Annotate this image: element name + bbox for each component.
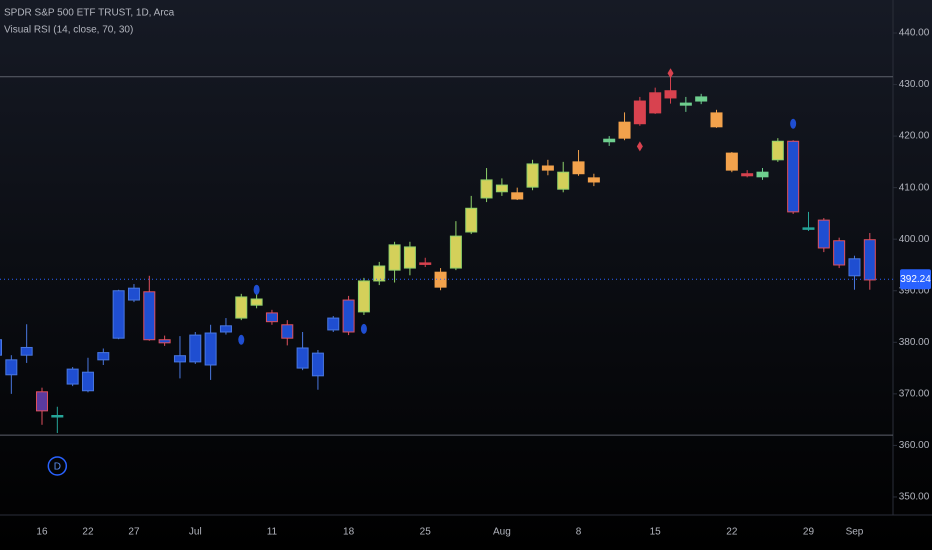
y-tick-label: 430.00	[899, 79, 930, 90]
candle-body	[296, 347, 309, 369]
signal-marker	[636, 141, 643, 152]
x-tick-label: 22	[726, 527, 738, 538]
y-tick-label: 390.00	[899, 285, 930, 296]
candle-body	[787, 140, 800, 213]
candle-body	[5, 359, 18, 376]
candle-body	[235, 296, 248, 319]
candle-body	[281, 324, 294, 339]
candle-body	[695, 96, 708, 102]
candle-body	[618, 121, 631, 139]
y-tick-label: 420.00	[899, 131, 930, 142]
candle-body	[495, 184, 508, 193]
chart-title: SPDR S&P 500 ETF TRUST, 1D, Arca	[4, 8, 175, 19]
candle-body	[802, 227, 815, 230]
x-tick-label: 27	[128, 527, 140, 538]
candle-body	[219, 325, 232, 333]
x-tick-label: Jul	[189, 527, 202, 538]
candle-body	[465, 207, 478, 233]
candle-body	[97, 352, 110, 361]
candle-body	[526, 163, 539, 188]
candle-body	[173, 355, 186, 363]
candle-body	[342, 299, 355, 333]
candle-body	[480, 179, 493, 199]
y-tick-label: 350.00	[899, 492, 930, 503]
candle-body	[265, 312, 278, 323]
candle-body	[403, 246, 416, 269]
candle-body	[327, 317, 340, 331]
candle-body	[51, 415, 64, 418]
candle-body	[710, 112, 723, 128]
candle-body	[127, 287, 140, 301]
x-tick-label: 25	[420, 527, 432, 538]
y-tick-label: 440.00	[899, 28, 930, 39]
x-tick-label: 22	[82, 527, 94, 538]
x-tick-label: Sep	[846, 527, 864, 538]
signal-marker	[790, 118, 797, 129]
event-badge	[47, 456, 68, 476]
event-label: D	[54, 462, 61, 473]
x-tick-label: 11	[267, 527, 278, 538]
y-tick-label: 410.00	[899, 182, 930, 193]
plot-area	[0, 68, 893, 436]
candle-body	[664, 90, 677, 99]
y-tick-label: 400.00	[899, 234, 930, 245]
candle-body	[311, 352, 324, 377]
signal-marker	[667, 68, 674, 79]
y-tick-label: 360.00	[899, 440, 930, 451]
signal-marker	[360, 323, 367, 334]
candle-body	[741, 173, 754, 177]
candle-body	[112, 290, 125, 339]
candle-body	[250, 298, 263, 306]
candle-body	[848, 258, 861, 277]
last-price-label: 392.24	[900, 274, 931, 285]
candle-body	[572, 161, 585, 175]
candle-body	[603, 138, 616, 143]
candle-body	[373, 265, 386, 282]
candle-body	[388, 244, 401, 271]
candle-body	[833, 240, 846, 266]
candle-body	[541, 165, 554, 171]
candle-body	[633, 100, 646, 125]
x-tick-label: 15	[650, 527, 662, 538]
candle-body	[863, 239, 876, 281]
x-tick-label: 16	[36, 527, 48, 538]
candle-body	[143, 291, 156, 341]
candle-body	[817, 219, 830, 249]
candle-body	[649, 92, 662, 114]
candle-body	[419, 262, 432, 265]
candle-body	[20, 346, 33, 356]
y-tick-label: 380.00	[899, 337, 930, 348]
candle-body	[679, 102, 692, 106]
x-tick-label: Aug	[493, 527, 511, 538]
candle-body	[725, 152, 738, 171]
candle-body	[771, 140, 784, 161]
candle-body	[557, 171, 570, 190]
candle-body	[81, 371, 94, 392]
candle-body	[189, 334, 202, 363]
x-tick-label: 29	[803, 527, 815, 538]
candle-body	[66, 368, 79, 385]
candle-body	[0, 339, 2, 356]
candle-body	[35, 391, 48, 412]
y-tick-label: 370.00	[899, 388, 930, 399]
signal-marker	[253, 284, 260, 295]
x-tick-label: 8	[576, 527, 582, 538]
indicator-label: Visual RSI (14, close, 70, 30)	[4, 25, 133, 36]
candle-body	[449, 235, 462, 269]
candle-body	[511, 192, 524, 200]
candle-body	[357, 280, 370, 313]
candle-body	[204, 332, 217, 366]
x-tick-label: 18	[343, 527, 355, 538]
candle-body	[756, 171, 769, 178]
signal-marker	[238, 334, 245, 345]
candle-body	[587, 177, 600, 183]
last-price-tag	[900, 269, 931, 290]
candle-body	[158, 339, 171, 344]
